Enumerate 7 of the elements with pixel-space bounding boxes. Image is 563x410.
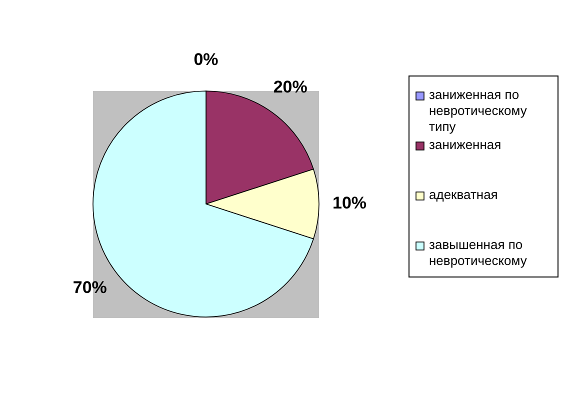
legend-label: завышенная по невротическому — [429, 237, 528, 268]
legend-label: заниженная — [429, 137, 502, 152]
text: 0% — [194, 50, 218, 69]
legend-label: адекватная — [429, 187, 498, 202]
data-label: 10% — [332, 193, 367, 212]
data-label: 70% — [72, 278, 107, 297]
data-label: 20% — [273, 77, 308, 96]
